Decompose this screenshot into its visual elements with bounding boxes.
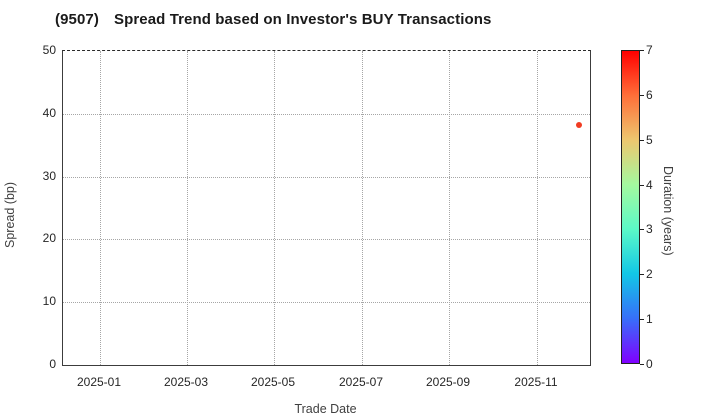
colorbar-tick xyxy=(640,229,644,230)
gridline-vertical xyxy=(100,51,102,365)
colorbar-gradient xyxy=(621,50,640,364)
colorbar-tick xyxy=(640,274,644,275)
x-tick-label: 2025-07 xyxy=(338,375,384,389)
x-tick-label: 2025-05 xyxy=(250,375,296,389)
gridline-horizontal xyxy=(63,302,590,304)
x-tick-label: 2025-09 xyxy=(425,375,471,389)
gridline-vertical xyxy=(448,51,450,365)
colorbar-tick-label: 7 xyxy=(646,43,653,57)
x-axis-label: Trade Date xyxy=(294,402,357,416)
colorbar-tick xyxy=(640,140,644,141)
plot-area xyxy=(62,50,591,366)
y-tick-label: 30 xyxy=(42,169,56,183)
colorbar-tick xyxy=(640,185,644,186)
colorbar-tick xyxy=(640,50,644,51)
gridline-vertical xyxy=(186,51,188,365)
colorbar-tick-label: 0 xyxy=(646,357,653,371)
y-tick-label: 20 xyxy=(42,231,56,245)
colorbar-axis-label: Duration (years) xyxy=(661,165,675,256)
gridline-vertical xyxy=(361,51,363,365)
ticker-code: (9507) xyxy=(55,11,99,28)
colorbar-tick-label: 6 xyxy=(646,88,653,102)
chart-title-text: Spread Trend based on Investor's BUY Tra… xyxy=(113,11,492,28)
colorbar-tick-label: 5 xyxy=(646,133,653,147)
colorbar-tick xyxy=(640,319,644,320)
x-tick-label: 2025-11 xyxy=(514,375,558,389)
gridline-vertical xyxy=(536,51,538,365)
y-tick-label: 40 xyxy=(42,106,56,120)
colorbar-tick-label: 2 xyxy=(646,267,653,281)
y-tick-label: 0 xyxy=(49,357,56,371)
colorbar-tick xyxy=(640,95,644,96)
y-axis-label: Spread (bp) xyxy=(3,182,17,249)
data-point xyxy=(575,122,582,129)
colorbar-tick-label: 1 xyxy=(646,312,653,326)
gridline-vertical xyxy=(273,51,275,365)
x-tick-label: 2025-03 xyxy=(163,375,209,389)
colorbar-tick-label: 4 xyxy=(646,178,653,192)
colorbar-tick xyxy=(640,364,644,365)
colorbar-tick-label: 3 xyxy=(646,222,653,236)
gridline-horizontal xyxy=(63,239,590,241)
x-tick-label: 2025-01 xyxy=(76,375,122,389)
y-tick-label: 10 xyxy=(42,294,56,308)
y-tick-label: 50 xyxy=(42,43,56,57)
chart-title: (9507) Spread Trend based on Investor's B… xyxy=(55,11,491,28)
gridline-horizontal xyxy=(63,113,590,115)
gridline-horizontal xyxy=(63,176,590,178)
